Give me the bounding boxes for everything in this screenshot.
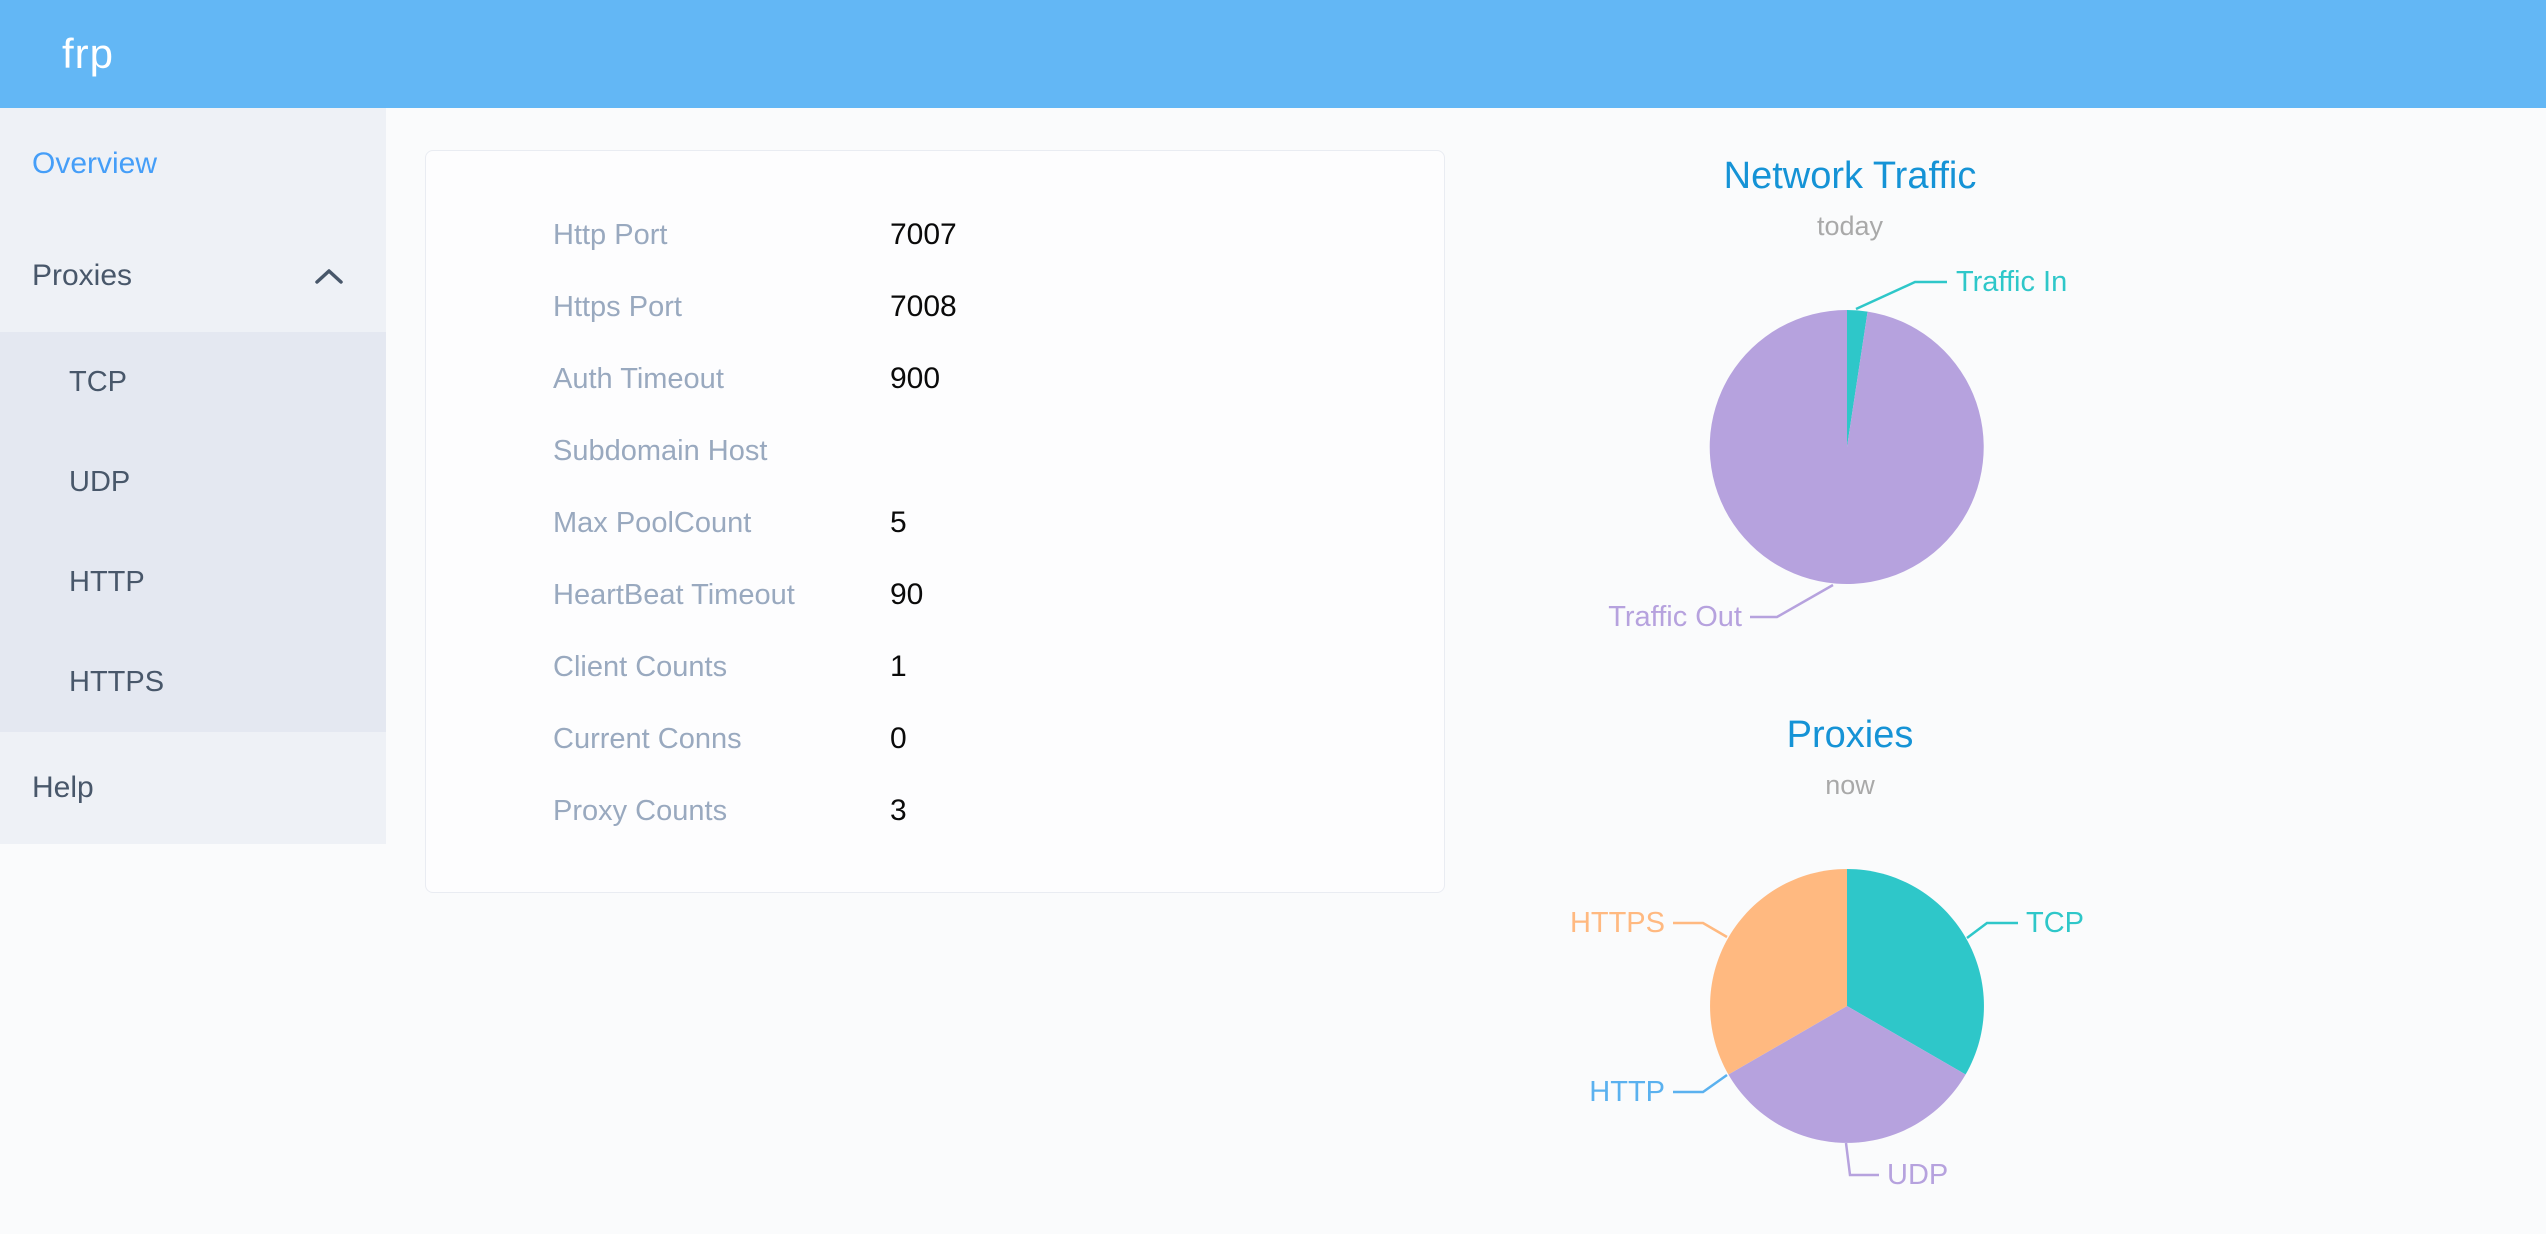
pie-slice-traffic-out[interactable]: [1709, 309, 1984, 584]
sidebar-item-label: UDP: [69, 465, 131, 498]
pie-slice-tcp[interactable]: [1847, 869, 1984, 1075]
sidebar-item-label: TCP: [69, 365, 127, 398]
sidebar-item-udp[interactable]: UDP: [0, 432, 386, 532]
row-label: Max PoolCount: [553, 506, 752, 539]
row-value: 900: [890, 362, 941, 395]
row-value: 7007: [890, 218, 957, 251]
pie-label-line-traffic-in: [1855, 280, 1947, 311]
row-label: Subdomain Host: [553, 434, 768, 467]
server-info-card: Http Port 7007 Https Port 7008 Auth Timeout 9…: [425, 150, 1445, 893]
row-value: 7008: [890, 290, 957, 323]
table-row: HeartBeat Timeout 90: [426, 559, 1444, 631]
pie-label-https: HTTPS: [1570, 907, 1665, 939]
sidebar-item-http[interactable]: HTTP: [0, 532, 386, 632]
sidebar-item-label: Overview: [32, 147, 158, 180]
table-row: Max PoolCount 5: [426, 487, 1444, 559]
row-value: 3: [890, 794, 907, 827]
row-label: Current Conns: [553, 722, 742, 755]
chart-title-network-traffic: Network Traffic: [1723, 155, 1977, 197]
sidebar-item-label: Proxies: [32, 259, 133, 292]
sidebar-item-overview[interactable]: Overview: [0, 108, 386, 220]
pie-label-line-udp: [1844, 1142, 1879, 1177]
sidebar-item-label: HTTPS: [69, 665, 165, 698]
row-label: Proxy Counts: [553, 794, 728, 827]
chevron-up-icon: [315, 269, 343, 284]
pie-slice-traffic-in[interactable]: [1847, 310, 1868, 447]
pie-label-line-tcp: [1966, 921, 2018, 939]
pie-label-line-traffic-out: [1750, 583, 1834, 619]
pie-label-line-https: [1673, 921, 1728, 939]
chart-title-proxies: Proxies: [1786, 714, 1914, 756]
row-label: Client Counts: [553, 650, 728, 683]
table-row: Current Conns 0: [426, 703, 1444, 775]
pie-label-tcp: TCP: [2026, 907, 2084, 939]
table-row: Client Counts 1: [426, 631, 1444, 703]
sidebar-item-https[interactable]: HTTPS: [0, 632, 386, 732]
sidebar-item-label: HTTP: [69, 565, 145, 598]
row-value: 90: [890, 578, 924, 611]
table-row: Subdomain Host: [426, 415, 1444, 487]
pie-label-traffic-in: Traffic In: [1956, 266, 2067, 298]
table-row: Https Port 7008: [426, 271, 1444, 343]
row-value: 0: [890, 722, 907, 755]
chart-subtitle-network-traffic: today: [1816, 211, 1884, 241]
app-header: frp: [0, 0, 2546, 108]
row-value: 1: [890, 650, 907, 683]
pie-label-udp: UDP: [1887, 1159, 1948, 1191]
pie-label-line-http: [1673, 1073, 1728, 1094]
row-label: Https Port: [553, 290, 682, 323]
sidebar-item-help[interactable]: Help: [0, 732, 386, 844]
row-label: HeartBeat Timeout: [553, 578, 795, 611]
table-row: Auth Timeout 900: [426, 343, 1444, 415]
row-label: Http Port: [553, 218, 668, 251]
pie-chart-proxies: TCP UDP HTTP HTTPS: [1570, 869, 2084, 1191]
sidebar-item-tcp[interactable]: TCP: [0, 332, 386, 432]
table-row: Proxy Counts 3: [426, 775, 1444, 847]
sidebar-item-label: Help: [32, 771, 94, 804]
pie-label-http: HTTP: [1589, 1076, 1665, 1108]
sidebar-submenu-proxies: TCP UDP HTTP HTTPS: [0, 332, 386, 732]
sidebar-item-proxies[interactable]: Proxies: [0, 220, 386, 332]
pie-slice-udp[interactable]: [1728, 1006, 1966, 1143]
app-logo: frp: [62, 30, 115, 77]
chart-subtitle-proxies: now: [1825, 770, 1875, 800]
pie-slice-https[interactable]: [1710, 869, 1847, 1075]
pie-chart-network-traffic: Traffic In Traffic Out: [1608, 266, 2067, 633]
row-label: Auth Timeout: [553, 362, 724, 395]
table-row: Http Port 7007: [426, 199, 1444, 271]
row-value: 5: [890, 506, 907, 539]
sidebar-menu: Overview Proxies TCP UDP HTTP HTTPS Help: [0, 108, 386, 844]
pie-label-traffic-out: Traffic Out: [1608, 601, 1742, 633]
sidebar: Overview Proxies TCP UDP HTTP HTTPS Help: [0, 108, 386, 844]
